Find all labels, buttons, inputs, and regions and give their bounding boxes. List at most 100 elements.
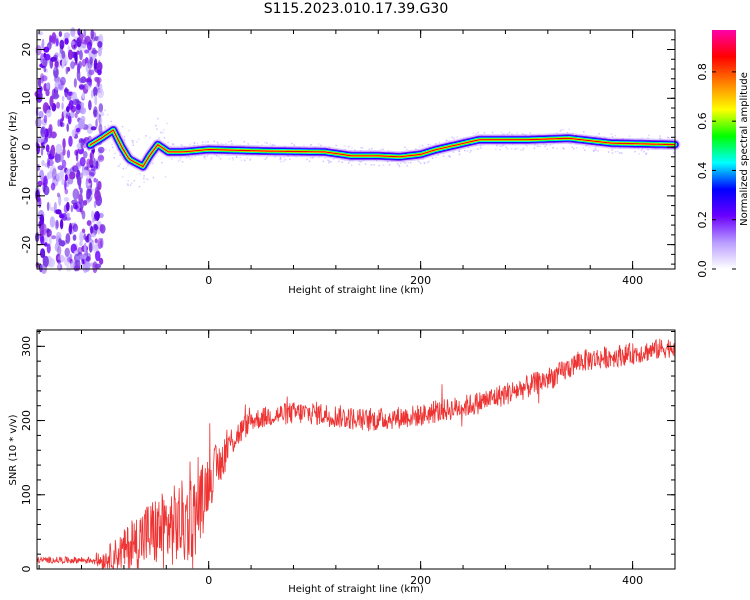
spectrogram-haze bbox=[151, 163, 154, 165]
spectrogram-haze bbox=[217, 143, 220, 146]
spectrogram-haze bbox=[161, 161, 163, 164]
spectrogram-speckle bbox=[95, 160, 99, 169]
spectrogram-speckle bbox=[46, 201, 50, 212]
snr-y-tick-label: 300 bbox=[20, 336, 33, 357]
spectrogram-speckle bbox=[61, 102, 64, 110]
spectrogram-haze bbox=[522, 149, 524, 151]
spectrogram-haze bbox=[324, 157, 326, 160]
spectrogram-haze bbox=[638, 153, 641, 155]
spectrogram-speckle bbox=[88, 234, 92, 245]
spectrogram-speckle bbox=[65, 201, 70, 212]
snr-ticks: 0 200 400 0 100 200 300 bbox=[20, 330, 676, 587]
spectrogram-haze bbox=[445, 140, 447, 142]
spectrogram-speckle bbox=[49, 216, 56, 228]
snr-x-axis-label: Height of straight line (km) bbox=[288, 584, 424, 595]
spectrogram-haze bbox=[431, 157, 434, 159]
spectrogram-y-tick-label: 10 bbox=[20, 91, 33, 105]
spectrogram-panel: 0 200 400 -20 -10 0 10 20 Height of straight li… bbox=[8, 27, 681, 296]
spectrogram-haze bbox=[264, 141, 266, 144]
spectrogram-haze bbox=[111, 146, 114, 149]
spectrogram-speckle bbox=[93, 106, 98, 116]
spectrogram-speckle bbox=[78, 60, 82, 69]
spectrogram-haze bbox=[132, 140, 135, 142]
spectrogram-haze bbox=[400, 162, 402, 164]
spectrogram-haze bbox=[616, 150, 619, 152]
spectrogram-speckle bbox=[45, 89, 50, 97]
spectrogram-speckle bbox=[77, 176, 82, 187]
spectrogram-speckle bbox=[40, 223, 47, 236]
spectrogram-speckle bbox=[55, 38, 59, 47]
spectrogram-speckle bbox=[92, 47, 97, 55]
spectrogram-haze bbox=[152, 161, 154, 164]
spectrogram-speckle bbox=[43, 114, 48, 124]
spectrogram-haze bbox=[448, 155, 450, 157]
spectrogram-haze bbox=[505, 146, 507, 148]
spectrogram-speckle bbox=[47, 159, 54, 167]
spectrogram-haze bbox=[483, 131, 486, 134]
spectrogram-haze bbox=[368, 148, 371, 151]
spectrogram-haze bbox=[247, 143, 249, 145]
spectrogram-haze bbox=[265, 157, 268, 159]
spectrogram-haze bbox=[545, 144, 548, 146]
spectrogram-haze bbox=[133, 179, 136, 182]
spectrogram-speckle bbox=[52, 168, 57, 181]
colorbar-tick-label: 0.2 bbox=[696, 211, 709, 229]
spectrogram-speckle bbox=[76, 255, 83, 261]
spectrogram-haze bbox=[114, 152, 116, 155]
spectrogram-haze bbox=[417, 160, 420, 163]
spectrogram-haze bbox=[228, 158, 231, 160]
snr-y-tick-label: 100 bbox=[20, 484, 33, 505]
spectrogram-haze bbox=[179, 159, 181, 161]
spectrogram-haze bbox=[106, 114, 109, 116]
spectrogram-speckle bbox=[64, 87, 69, 98]
spectrogram-haze bbox=[640, 149, 643, 152]
colorbar: 0.0 0.2 0.4 0.6 0.8 Normalized spectral ampl… bbox=[696, 30, 750, 278]
spectrogram-haze bbox=[293, 144, 295, 146]
spectrogram-haze bbox=[193, 142, 195, 144]
snr-series-line bbox=[36, 338, 676, 570]
spectrogram-haze bbox=[220, 142, 223, 145]
spectrogram-haze bbox=[386, 161, 389, 163]
spectrogram-haze bbox=[137, 138, 140, 140]
spectrogram-speckle bbox=[76, 50, 80, 55]
snr-panel: 0 200 400 0 100 200 300 Height of straight lin… bbox=[8, 329, 676, 595]
spectrogram-speckle bbox=[90, 210, 95, 220]
spectrogram-speckle bbox=[93, 58, 98, 70]
spectrogram-speckle bbox=[56, 101, 61, 109]
spectrogram-speckle bbox=[74, 112, 78, 119]
spectrogram-haze bbox=[549, 144, 551, 146]
spectrogram-haze bbox=[171, 144, 174, 146]
spectrogram-speckle bbox=[78, 118, 85, 129]
spectrogram-speckle bbox=[64, 188, 69, 195]
spectrogram-haze bbox=[544, 145, 546, 148]
spectrogram-speckle bbox=[90, 226, 94, 235]
spectrogram-haze bbox=[435, 142, 437, 145]
spectrogram-speckle bbox=[66, 212, 70, 219]
spectrogram-haze bbox=[647, 149, 649, 151]
colorbar-tick-label: 0.6 bbox=[696, 112, 709, 130]
spectrogram-speckle bbox=[88, 178, 92, 184]
spectrogram-haze bbox=[216, 154, 218, 157]
spectrogram-haze bbox=[659, 135, 661, 137]
spectrogram-haze bbox=[177, 160, 180, 162]
spectrogram-haze bbox=[341, 161, 344, 164]
spectrogram-speckle bbox=[35, 45, 42, 56]
spectrogram-haze bbox=[647, 137, 649, 140]
spectrogram-haze bbox=[147, 178, 149, 181]
spectrogram-speckle bbox=[75, 127, 81, 133]
spectrogram-haze bbox=[495, 148, 497, 150]
spectrogram-haze bbox=[189, 143, 191, 146]
spectrogram-speckle bbox=[90, 165, 97, 172]
spectrogram-haze bbox=[458, 153, 461, 156]
colorbar-tick-label: 0.0 bbox=[696, 260, 709, 278]
spectrogram-haze bbox=[571, 146, 574, 149]
spectrogram-speckle bbox=[70, 204, 74, 213]
spectrogram-haze bbox=[127, 179, 129, 182]
spectrogram-speckle bbox=[57, 165, 64, 171]
spectrogram-haze bbox=[179, 157, 182, 159]
spectrogram-speckle bbox=[81, 92, 86, 100]
spectrogram-haze bbox=[338, 160, 340, 163]
spectrogram-speckle bbox=[69, 111, 75, 119]
spectrogram-speckle bbox=[60, 122, 65, 128]
spectrogram-haze bbox=[429, 143, 432, 146]
